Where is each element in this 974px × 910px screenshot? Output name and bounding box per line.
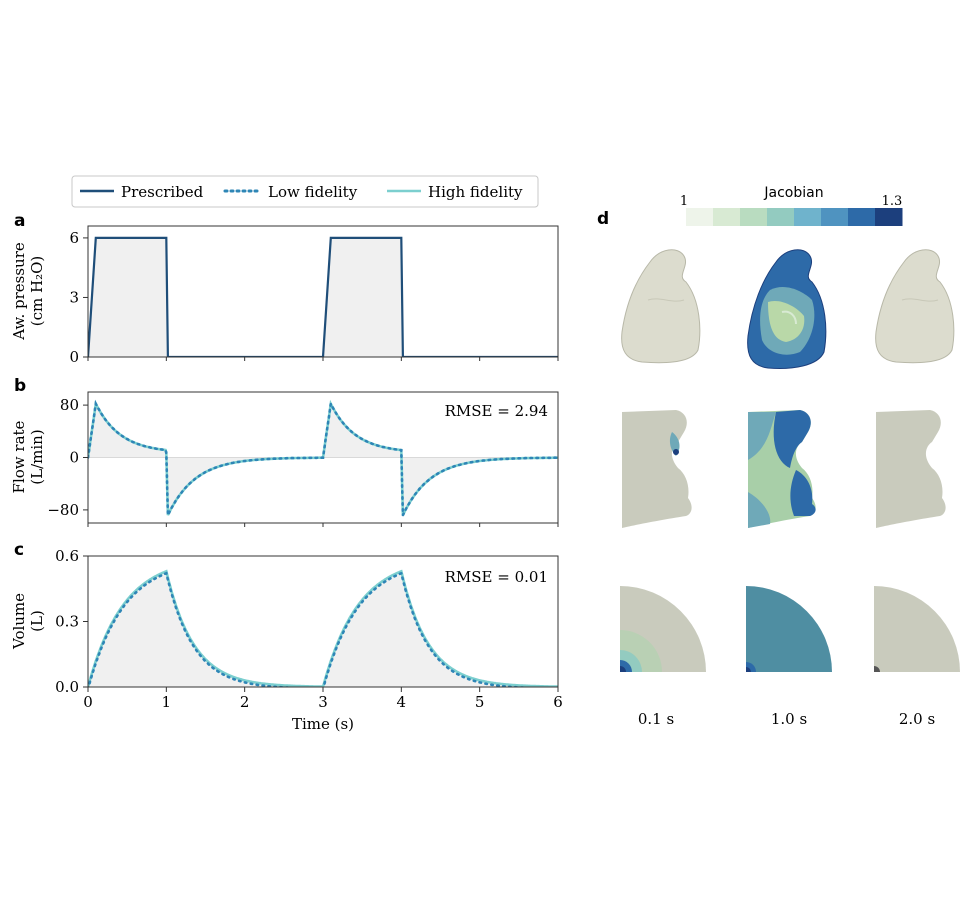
ytick-label: 80 <box>60 396 79 414</box>
ytick-label: 3 <box>69 288 79 306</box>
xtick-label: 5 <box>475 693 485 711</box>
quarter-disk-0-1s <box>620 586 706 672</box>
lung-slice-2-0s <box>876 410 946 528</box>
colorbar-swatch <box>848 208 876 226</box>
lung-surface-2-0s <box>875 249 955 364</box>
lung-surface-1-0s <box>747 249 827 369</box>
ytick-label: 0.6 <box>55 547 79 565</box>
pressure-fill <box>88 237 558 357</box>
time-label-1: 1.0 s <box>771 710 807 728</box>
panel-c-volume-chart: 0.0 0.3 0.6 0 1 2 3 4 5 6 RMSE = 0.01 Volume (L)… <box>10 547 563 733</box>
legend-label-high-fidelity: High fidelity <box>428 183 523 201</box>
ytick-label: 6 <box>69 229 79 247</box>
lung-renderings <box>620 249 960 672</box>
quarter-disk-2-0s <box>874 586 960 672</box>
panel-c-annotation: RMSE = 0.01 <box>445 568 548 586</box>
ytick-label: 0 <box>69 449 79 467</box>
colorbar-swatch <box>686 208 714 226</box>
xtick-label: 6 <box>553 693 563 711</box>
panel-a-pressure-chart: 0 3 6 Aw. pressure (cm H₂O) <box>10 225 559 366</box>
xtick-label: 0 <box>83 693 93 711</box>
colorbar-swatch <box>767 208 795 226</box>
ytick-label: 0.0 <box>55 678 79 696</box>
colorbar-min-label: 1 <box>680 194 688 209</box>
legend-box <box>71 175 539 208</box>
ytick-label: 0.3 <box>55 613 79 631</box>
volume-fill <box>88 571 558 687</box>
panel-b-flow-chart: 80 0 −80 RMSE = 2.94 Flow rate (L/min) <box>10 391 559 527</box>
lung-slice-1-0s <box>748 410 816 528</box>
colorbar-title: Jacobian <box>763 185 823 201</box>
panel-b-annotation: RMSE = 2.94 <box>445 402 548 420</box>
colorbar-swatch <box>740 208 768 226</box>
panel-a-ylabel-line1: Aw. pressure <box>10 242 28 341</box>
panel-letter-a: a <box>14 211 25 231</box>
flow-line-low-fidelity <box>88 399 558 516</box>
panel-letter-b: b <box>14 376 26 396</box>
panel-c-xlabel: Time (s) <box>292 715 354 733</box>
legend-label-prescribed: Prescribed <box>121 183 204 201</box>
lung-surface-0-1s <box>621 249 701 364</box>
panel-b-ylabel-line1: Flow rate <box>10 420 28 493</box>
colorbar-swatch <box>875 208 903 226</box>
colorbar-swatch <box>794 208 822 226</box>
legend: Prescribed Low fidelity High fidelity <box>71 175 539 208</box>
panel-a-ylabel-line2: (cm H₂O) <box>28 256 46 327</box>
ytick-label: 0 <box>69 348 79 366</box>
colorbar-max-label: 1.3 <box>882 194 903 209</box>
pressure-line-prescribed <box>88 236 558 357</box>
xtick-label: 4 <box>397 693 407 711</box>
flow-fill <box>88 403 558 516</box>
colorbar: Jacobian 1 1.3 <box>680 185 903 226</box>
xtick-label: 3 <box>318 693 328 711</box>
panel-c-ylabel-line2: (L) <box>28 610 46 632</box>
xtick-label: 1 <box>162 693 172 711</box>
panel-c-ylabel-line1: Volume <box>10 593 28 650</box>
time-label-0: 0.1 s <box>638 710 674 728</box>
panel-letter-c: c <box>14 540 24 560</box>
legend-label-low-fidelity: Low fidelity <box>268 183 358 201</box>
ytick-label: −80 <box>47 501 79 519</box>
colorbar-swatch <box>713 208 741 226</box>
time-label-2: 2.0 s <box>899 710 935 728</box>
xtick-label: 2 <box>240 693 250 711</box>
colorbar-swatch <box>821 208 849 226</box>
panel-b-ylabel-line2: (L/min) <box>28 429 46 484</box>
volume-line-low-fidelity <box>88 571 544 687</box>
quarter-disk-1-0s <box>746 586 832 672</box>
panel-letter-d: d <box>597 209 609 229</box>
lung-slice-0-1s <box>622 410 692 528</box>
